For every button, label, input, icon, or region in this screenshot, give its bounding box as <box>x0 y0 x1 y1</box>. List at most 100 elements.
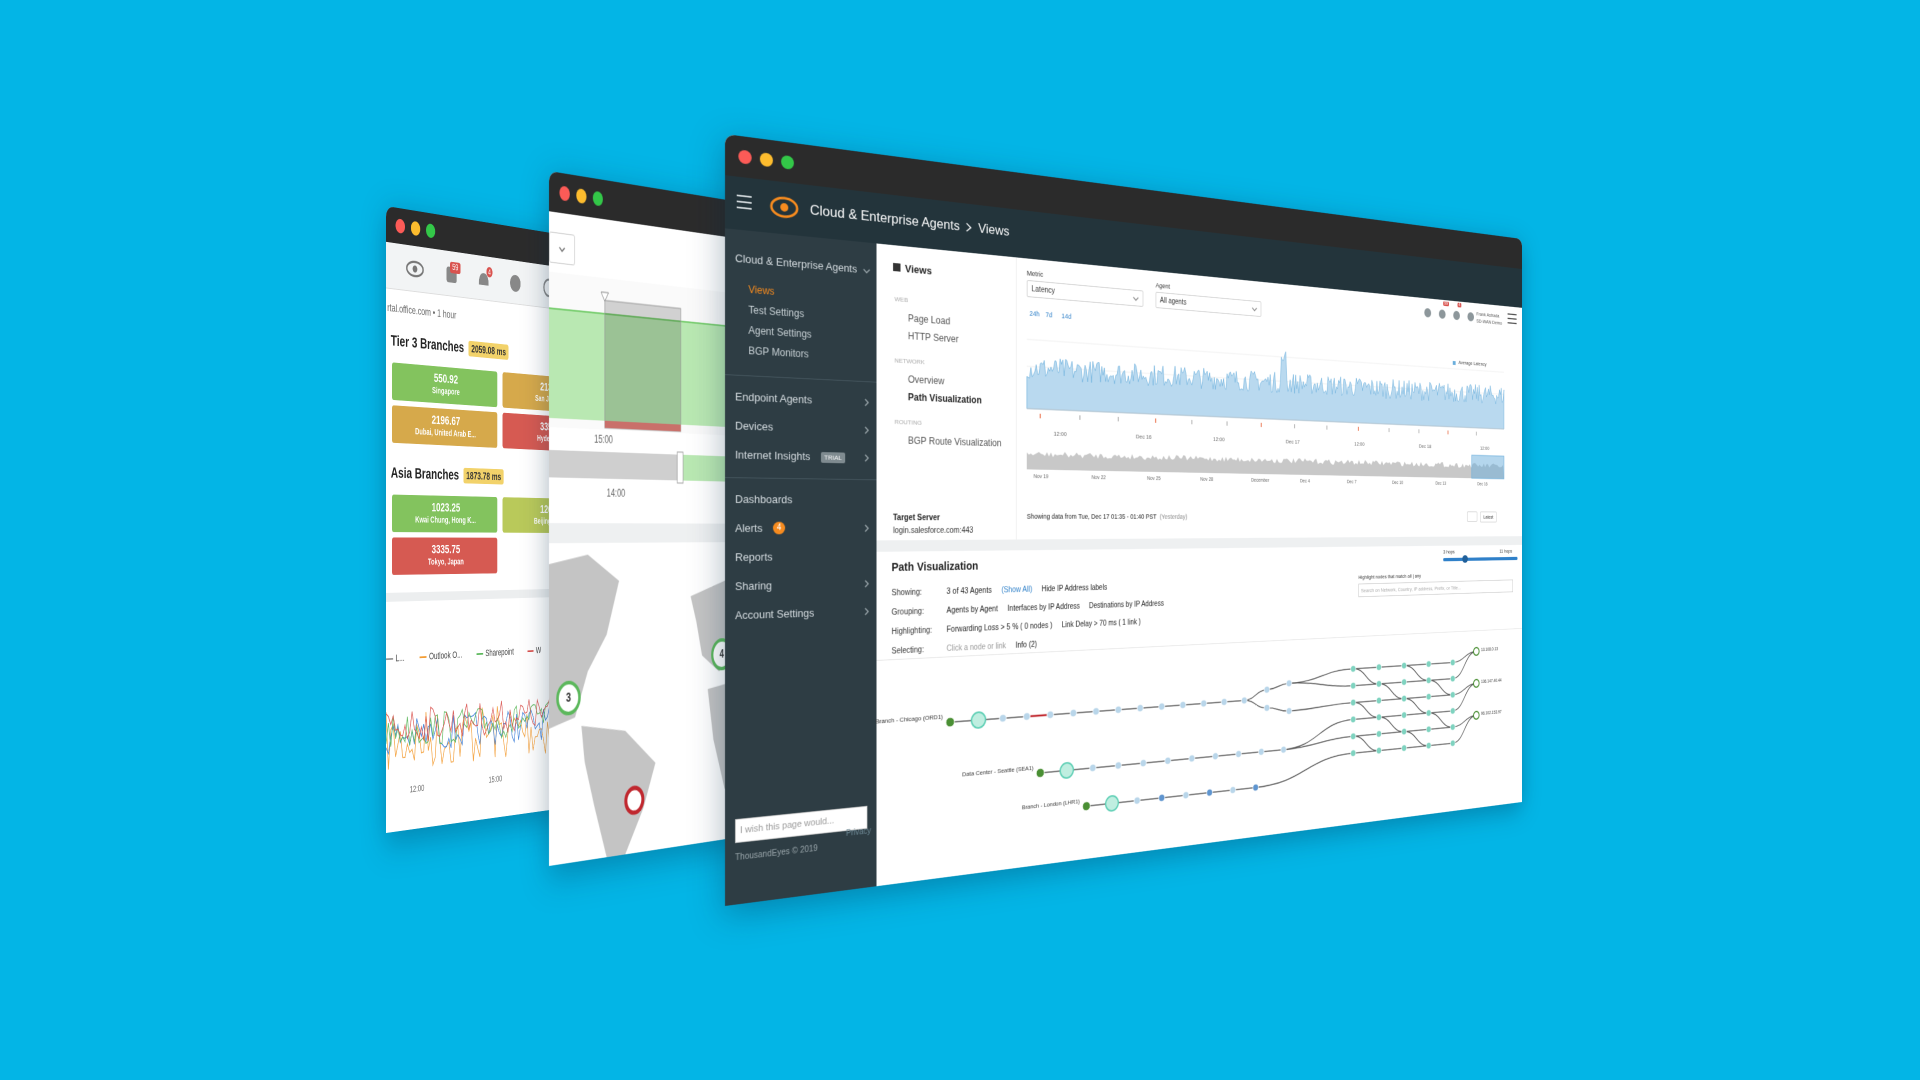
option-label: Grouping: <box>891 607 925 618</box>
path-link <box>1404 713 1429 715</box>
legend-label: L... <box>395 652 405 665</box>
continent <box>581 719 656 862</box>
path-link <box>1379 699 1404 701</box>
nav-item[interactable]: Overview <box>907 373 945 387</box>
menu-line <box>737 207 752 209</box>
option-values: Agents by Agent Interfaces by IP Address D… <box>947 600 1164 615</box>
path-node <box>1115 706 1121 714</box>
showing-text: Showing data from Tue, Dec 17 01:35 - 01… <box>1027 512 1187 520</box>
x-tick-label: Dec 16 <box>1135 433 1152 441</box>
chevron-line <box>1133 297 1138 300</box>
target-value: login.salesforce.com:443 <box>893 526 974 536</box>
x-tick-label: Dec 16 <box>1477 482 1488 487</box>
sidebar-item[interactable]: Account Settings <box>735 606 815 622</box>
path-node <box>1090 764 1096 772</box>
sidebar-item[interactable]: Endpoint Agents <box>735 390 813 407</box>
chevron <box>1252 306 1258 314</box>
range-link[interactable]: 14d <box>1061 312 1072 321</box>
menu-line <box>1508 323 1517 324</box>
x-tick-label: Nov 25 <box>1147 476 1161 482</box>
menu-line <box>1508 314 1517 315</box>
x-tick-label: 12:00 <box>1213 435 1225 443</box>
status-tile: 1023.25 Kwai Chung, Hong K... <box>391 494 498 533</box>
sidebar-item[interactable]: Alerts <box>735 521 763 535</box>
group-title: Asia Branches <box>390 464 459 484</box>
sidebar-item[interactable]: Dashboards <box>735 492 793 506</box>
path-node <box>1450 659 1455 666</box>
toolbar-icon <box>1424 307 1432 318</box>
sidebar-item[interactable]: Sharing <box>735 579 772 593</box>
path-link <box>1267 706 1289 713</box>
window-button <box>559 185 570 202</box>
toolbar-icon <box>1453 310 1460 321</box>
toolbar-icon <box>1438 309 1446 319</box>
chevron <box>863 607 871 615</box>
search-box[interactable]: Search on Network, Country, IP address, … <box>1358 579 1514 598</box>
path-node <box>1426 726 1431 733</box>
option-value[interactable]: 3 of 43 Agents <box>946 586 992 597</box>
overview-grey <box>549 449 681 481</box>
sidebar-subitem[interactable]: Views <box>748 283 775 298</box>
range-link[interactable]: 24h <box>1029 309 1040 318</box>
path-link <box>1429 663 1453 665</box>
option-value[interactable]: Forwarding Loss > 5 % ( 0 nodes ) <box>946 621 1053 635</box>
sidebar-item[interactable]: Reports <box>735 550 773 564</box>
privacy-link[interactable]: Privacy <box>845 826 872 839</box>
path-node <box>1376 664 1381 671</box>
option-value[interactable]: Click a node or link <box>946 641 1006 654</box>
map-marker-alert <box>626 787 643 814</box>
option-values: Forwarding Loss > 5 % ( 0 nodes ) Link De… <box>947 618 1141 634</box>
sidebar-subitem[interactable]: BGP Monitors <box>748 344 809 361</box>
hops-max: 11 hops <box>1499 548 1513 554</box>
window-controls <box>395 218 436 239</box>
path-link <box>1239 752 1262 754</box>
path-node <box>1376 680 1381 687</box>
sidebar-item[interactable]: Devices <box>735 419 774 434</box>
path-node <box>1140 759 1146 767</box>
select[interactable]: Latency <box>1026 279 1144 307</box>
destination-node <box>1474 679 1480 687</box>
path-link <box>1453 651 1477 678</box>
sidebar-subitem[interactable]: Test Settings <box>748 303 805 320</box>
sidebar-subitem[interactable]: Agent Settings <box>748 324 812 341</box>
path-link <box>1379 666 1404 668</box>
legend-swatch <box>419 656 427 659</box>
slider-thumb[interactable] <box>1462 555 1468 563</box>
sidebar-section[interactable]: Cloud & Enterprise Agents <box>735 251 858 276</box>
window-button <box>426 223 436 239</box>
showing-range: Showing data from Tue, Dec 17 01:35 - 01… <box>1026 512 1157 521</box>
menu-line <box>737 201 752 203</box>
chevron-line <box>865 399 868 406</box>
path-link <box>1404 664 1429 682</box>
option-value[interactable]: Link Delay > 70 ms ( 1 link ) <box>1061 618 1141 630</box>
latest-button[interactable]: Latest <box>1480 511 1497 523</box>
option-value[interactable]: Info (2) <box>1015 640 1038 651</box>
latency-chart <box>1027 324 1513 455</box>
path-node <box>1450 691 1455 698</box>
path-node <box>1426 742 1431 749</box>
path-node <box>1115 761 1121 769</box>
path-link <box>1215 754 1238 756</box>
option-value[interactable]: Hide IP Address labels <box>1041 583 1108 594</box>
path-link <box>1267 683 1289 689</box>
range-link[interactable]: 7d <box>1045 310 1053 319</box>
option-value[interactable]: Interfaces by IP Address <box>1007 602 1080 614</box>
select[interactable]: All agents <box>1155 291 1262 317</box>
path-node <box>1450 740 1455 747</box>
pager-button[interactable] <box>1466 511 1478 522</box>
overview-handle <box>677 452 683 483</box>
tile-label: Tokyo, Japan <box>427 557 464 568</box>
path-link <box>1353 701 1379 720</box>
path-link <box>1256 753 1354 787</box>
path-node <box>1376 747 1381 754</box>
option-value[interactable]: Agents by Agent <box>946 605 998 616</box>
path-link <box>1404 729 1429 731</box>
option-values: 3 of 43 Agents (Show All) Hide IP Address … <box>947 584 1108 597</box>
hops-slider[interactable] <box>1443 556 1518 562</box>
option-value[interactable]: Destinations by IP Address <box>1088 599 1164 611</box>
sidebar-item[interactable]: Internet Insights <box>735 448 811 463</box>
path-node <box>1426 677 1431 684</box>
option-value[interactable]: (Show All) <box>1001 585 1033 595</box>
path-node <box>1159 703 1165 711</box>
path-node <box>946 717 955 727</box>
